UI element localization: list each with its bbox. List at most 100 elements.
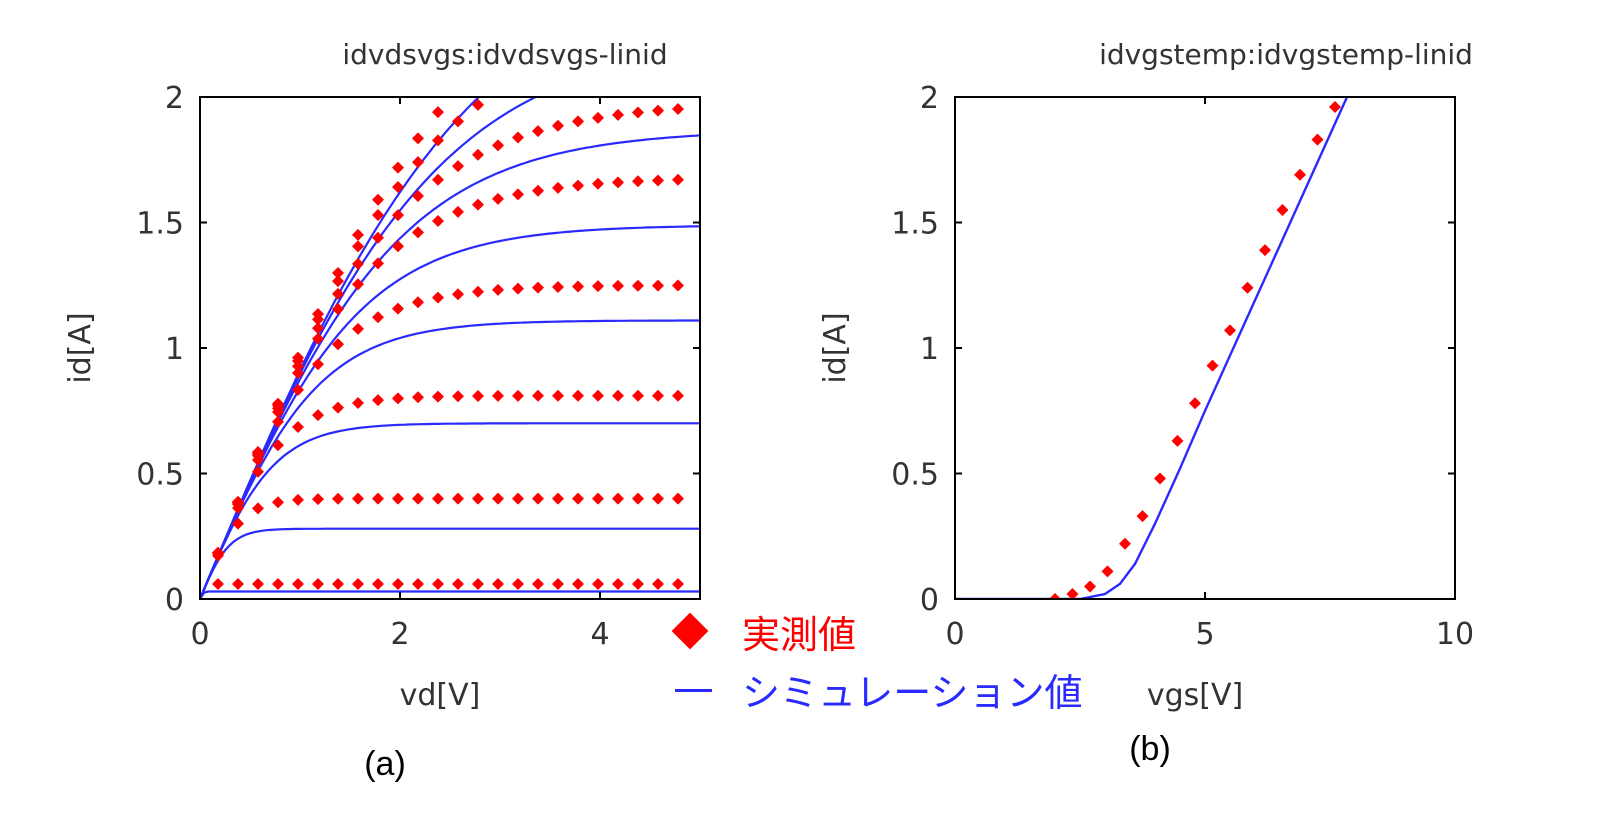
measured-point-a — [312, 332, 324, 345]
measured-point-b — [1259, 244, 1271, 257]
chart-panel-a: idvdsvgs:idvdsvgs-linid 0 2 4 0 0.5 1 1.5 2 vd[… — [63, 0, 701, 783]
measured-point-a — [552, 577, 564, 590]
measured-point-a — [532, 12, 544, 24]
measured-point-a — [372, 193, 384, 206]
measured-point-a — [612, 279, 624, 292]
measured-point-a — [332, 275, 344, 288]
measured-point-a — [552, 492, 564, 505]
measured-point-a — [632, 106, 644, 119]
y-tick-label-a: 2 — [165, 81, 184, 116]
measured-point-a — [352, 240, 364, 253]
measured-point-a — [392, 240, 404, 253]
measured-point-a — [552, 389, 564, 402]
measured-point-a — [632, 492, 644, 505]
measured-point-a — [412, 226, 424, 239]
measured-point-a — [312, 307, 324, 320]
measured-point-a — [472, 577, 484, 590]
measured-point-a — [592, 111, 604, 124]
measured-point-a — [352, 577, 364, 590]
measured-point-a — [512, 389, 524, 402]
plot-area-b — [955, 97, 1349, 599]
measured-point-a — [652, 174, 664, 187]
sim-line-a — [200, 590, 700, 599]
measured-point-a — [532, 492, 544, 505]
measured-point-a — [352, 257, 364, 270]
measured-point-a — [672, 577, 684, 590]
y-tick-label-b: 1.5 — [891, 207, 939, 242]
measured-point-a — [352, 492, 364, 505]
measured-point-b — [1276, 203, 1289, 216]
plot-area-a — [200, 0, 700, 599]
measured-point-a — [272, 439, 284, 452]
measured-point-a — [552, 119, 564, 132]
sim-line-a — [200, 527, 700, 599]
measured-point-b — [1189, 397, 1201, 410]
y-tick-label-a: 1 — [165, 332, 184, 367]
measured-point-a — [572, 115, 584, 128]
measured-point-a — [632, 389, 644, 402]
measured-point-a — [292, 421, 304, 434]
measured-point-a — [572, 389, 584, 402]
x-tick-label-a: 0 — [190, 617, 209, 652]
measured-point-a — [432, 134, 444, 147]
measured-point-a — [232, 577, 244, 590]
measured-point-b — [1066, 587, 1079, 599]
measured-point-b — [1101, 565, 1114, 578]
measured-point-a — [452, 115, 464, 128]
measured-point-a — [492, 492, 504, 505]
measured-point-b — [1241, 281, 1254, 294]
measured-point-a — [452, 577, 464, 590]
measured-point-a — [312, 577, 324, 590]
measured-point-a — [492, 139, 504, 152]
measured-point-a — [432, 390, 444, 403]
measured-point-a — [652, 492, 664, 505]
measured-point-a — [332, 577, 344, 590]
measured-point-b — [1311, 133, 1324, 146]
legend-measured-label: 実測値 — [742, 613, 856, 657]
measured-point-a — [552, 0, 564, 11]
measured-point-a — [392, 180, 404, 193]
sim-line-a — [200, 225, 700, 599]
measured-point-a — [412, 132, 424, 145]
measured-point-a — [252, 465, 264, 478]
x-tick-label-a: 2 — [390, 617, 409, 652]
measured-point-a — [212, 578, 224, 591]
measured-point-a — [312, 322, 324, 335]
measured-point-a — [592, 177, 604, 190]
measured-point-a — [432, 492, 444, 505]
measured-point-a — [312, 409, 324, 422]
measured-point-a — [492, 389, 504, 402]
measured-point-a — [272, 415, 284, 428]
measured-point-a — [592, 577, 604, 590]
measured-point-b — [1329, 101, 1341, 114]
measured-point-a — [212, 546, 224, 559]
legend: 実測値 シミュレーション値 — [671, 612, 1082, 715]
measured-point-a — [392, 209, 404, 222]
measured-point-a — [372, 394, 384, 407]
measured-point-a — [412, 492, 424, 505]
measured-point-b — [1049, 593, 1061, 599]
measured-point-a — [472, 492, 484, 505]
measured-point-a — [432, 215, 444, 228]
sim-line-b — [955, 97, 1349, 599]
y-tick-label-a: 0.5 — [136, 458, 184, 493]
measured-point-a — [532, 577, 544, 590]
axes-frame-b — [954, 96, 1456, 600]
chart-title-b: idvgstemp:idvgstemp-linid — [1099, 38, 1473, 71]
measured-point-a — [672, 173, 684, 186]
measured-point-a — [292, 493, 304, 506]
measured-point-a — [532, 281, 544, 294]
legend-simulated-label: シミュレーション値 — [742, 671, 1082, 715]
measured-point-a — [312, 358, 324, 371]
sim-line-a — [200, 422, 700, 599]
measured-point-a — [652, 389, 664, 402]
measured-point-a — [592, 492, 604, 505]
caption-a: (a) — [364, 745, 406, 783]
ticks-b: 0 5 10 0 0.5 1 1.5 2 — [891, 81, 1474, 652]
measured-point-a — [512, 492, 524, 505]
sim-line-a — [200, 97, 481, 599]
measured-point-a — [452, 390, 464, 403]
measured-point-b — [1294, 168, 1306, 181]
measured-point-a — [352, 278, 364, 291]
